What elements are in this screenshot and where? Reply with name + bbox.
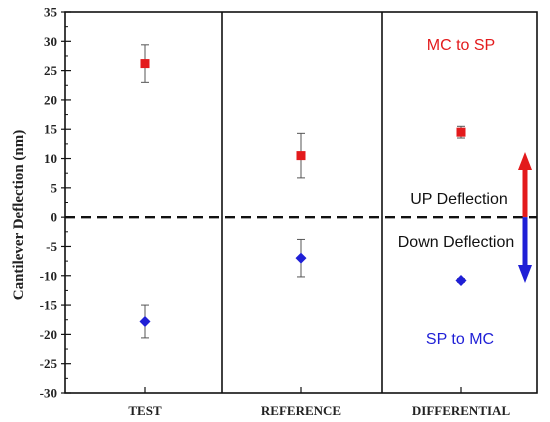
up-deflection-label: UP Deflection — [410, 191, 508, 208]
y-tick-label: -25 — [40, 356, 58, 371]
data-point-square — [296, 151, 306, 161]
y-tick-label: -15 — [40, 298, 58, 313]
data-point-square — [456, 127, 466, 137]
y-tick-label: 25 — [44, 63, 58, 78]
y-tick-label: 20 — [44, 92, 57, 107]
x-tick-label-reference: REFERENCE — [261, 403, 341, 418]
x-tick-label-test: TEST — [128, 403, 162, 418]
y-axis: -30 -25 -20 -15 -10 -5 0 5 10 15 20 25 30 35 — [40, 5, 71, 401]
y-tick-label: 5 — [51, 180, 58, 195]
y-tick-label: 0 — [51, 210, 58, 225]
sp-to-mc-label: SP to MC — [426, 331, 494, 348]
data-point-square — [140, 59, 150, 69]
y-tick-label: 10 — [44, 151, 57, 166]
data-marks — [139, 44, 467, 339]
y-tick-label: -10 — [40, 268, 57, 283]
y-tick-label: -20 — [40, 327, 57, 342]
data-point-diamond — [139, 315, 151, 327]
down-arrow-head — [518, 265, 532, 283]
x-axis: TEST REFERENCE DIFFERENTIAL — [128, 387, 510, 418]
mc-to-sp-label: MC to SP — [427, 37, 495, 54]
y-tick-label: -30 — [40, 386, 57, 401]
down-deflection-label: Down Deflection — [398, 234, 515, 251]
y-tick-label: 30 — [44, 34, 57, 49]
data-point-diamond — [295, 252, 307, 264]
y-tick-label: 15 — [44, 122, 58, 137]
annotations: MC to SP UP Deflection Down Deflection S… — [398, 37, 515, 348]
x-tick-label-differential: DIFFERENTIAL — [412, 403, 511, 418]
y-axis-label: Cantilever Deflection (nm) — [11, 130, 27, 301]
up-arrow-head — [518, 152, 532, 170]
deflection-arrows — [518, 152, 532, 283]
y-tick-label: 35 — [44, 5, 58, 20]
y-tick-label: -5 — [46, 239, 57, 254]
data-point-diamond — [455, 274, 467, 286]
